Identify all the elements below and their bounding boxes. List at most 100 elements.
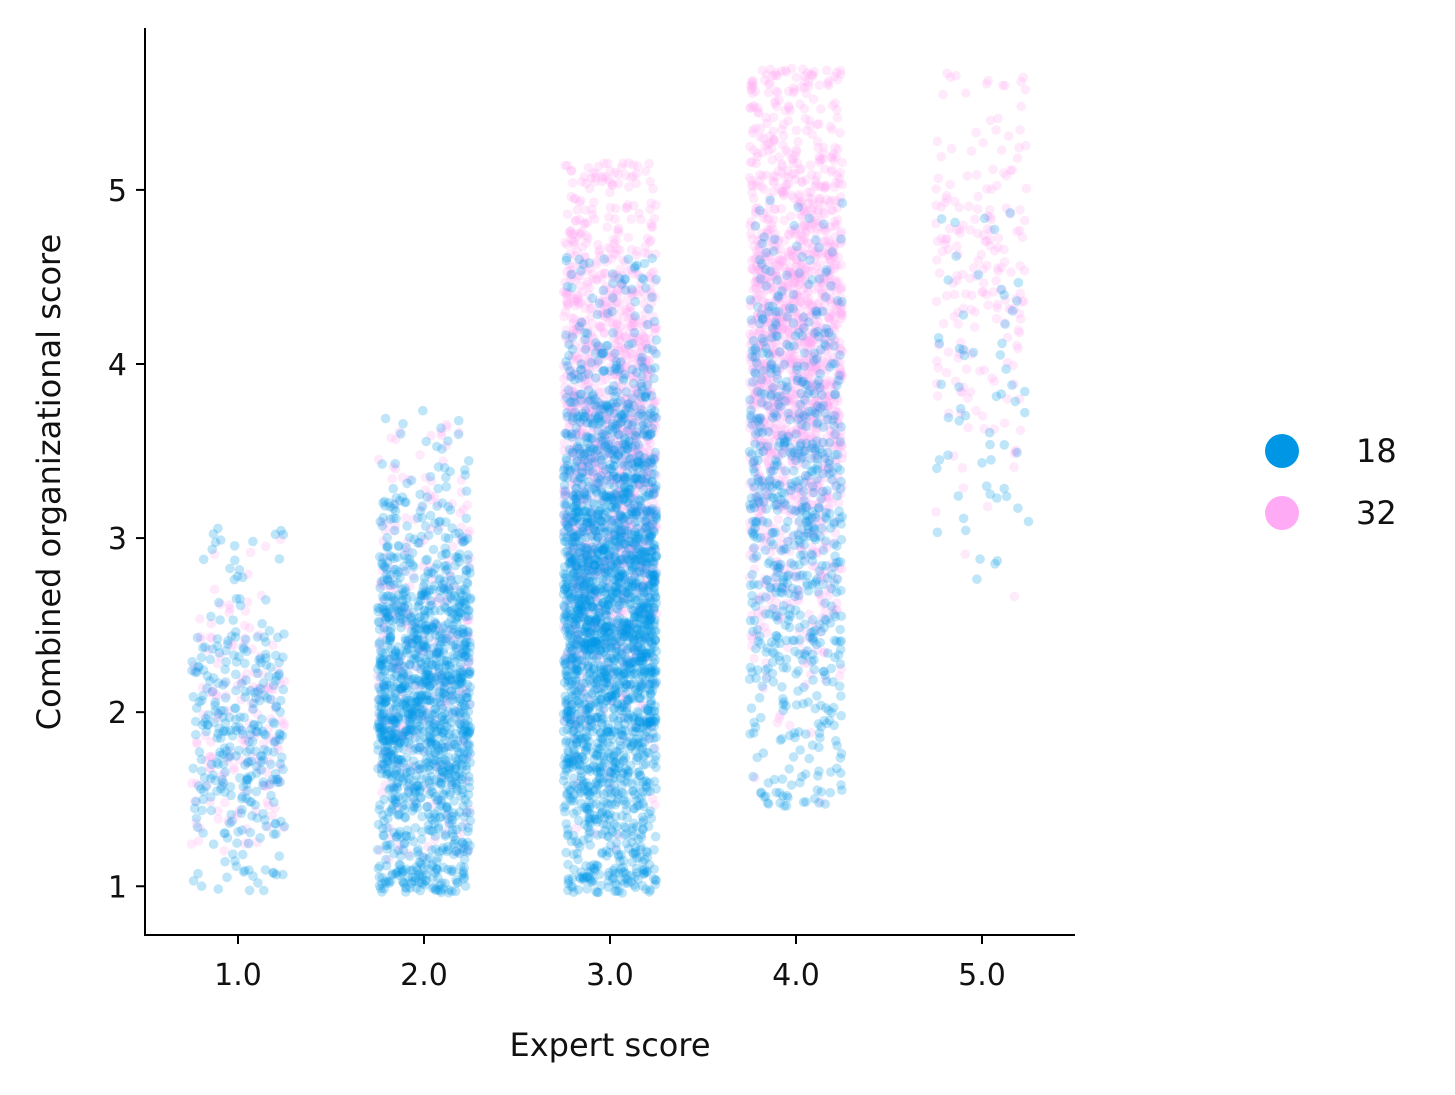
data-point — [450, 582, 460, 592]
data-point — [278, 822, 289, 833]
data-point — [436, 673, 447, 684]
data-point — [427, 574, 437, 584]
data-point — [415, 489, 425, 500]
data-point — [1015, 425, 1026, 436]
data-point — [461, 513, 472, 524]
data-point — [274, 777, 285, 787]
data-point — [269, 718, 280, 729]
data-point — [211, 757, 222, 768]
data-point — [964, 201, 974, 212]
data-point — [247, 644, 257, 655]
data-point — [378, 580, 389, 591]
data-point — [444, 555, 455, 566]
data-point — [220, 693, 231, 703]
data-point — [791, 72, 801, 83]
data-point — [932, 255, 942, 265]
data-point — [387, 474, 398, 484]
data-point — [608, 248, 619, 259]
data-point — [759, 184, 769, 194]
data-point — [389, 598, 400, 608]
data-point — [574, 445, 585, 456]
data-point — [442, 810, 452, 820]
data-point — [420, 715, 431, 725]
data-point — [220, 856, 230, 867]
data-point — [400, 695, 411, 705]
data-point — [932, 391, 943, 401]
data-point — [195, 631, 205, 642]
data-point — [215, 599, 226, 610]
data-point — [462, 500, 473, 510]
data-point — [966, 146, 977, 156]
data-point — [439, 601, 450, 612]
data-point — [248, 720, 259, 730]
data-point — [259, 780, 270, 791]
series-32-points — [186, 63, 1032, 865]
data-point — [943, 347, 954, 357]
data-point — [404, 851, 415, 861]
data-point — [399, 601, 410, 612]
data-point — [455, 607, 466, 618]
data-point — [938, 318, 949, 329]
data-point — [448, 541, 458, 552]
data-point — [235, 773, 245, 783]
data-point — [394, 844, 405, 854]
data-point — [405, 581, 415, 591]
data-point — [437, 498, 448, 508]
data-point — [392, 662, 402, 673]
data-point — [436, 772, 447, 782]
data-point — [465, 655, 475, 665]
data-point — [444, 624, 455, 635]
data-point — [205, 737, 216, 747]
data-point — [390, 505, 401, 516]
data-point — [259, 744, 269, 755]
data-point — [208, 684, 219, 695]
data-point — [213, 814, 223, 824]
data-point — [414, 663, 424, 674]
data-point — [618, 657, 629, 667]
data-point — [771, 70, 781, 81]
data-point — [975, 366, 985, 376]
data-point — [378, 747, 389, 758]
data-point — [433, 592, 443, 603]
data-point — [396, 429, 406, 439]
data-point — [254, 682, 265, 693]
data-point — [390, 464, 401, 474]
data-point — [425, 736, 436, 747]
data-point — [632, 161, 643, 171]
data-point — [394, 685, 405, 696]
data-point — [263, 800, 274, 811]
data-point — [588, 168, 598, 178]
data-point — [230, 555, 240, 566]
data-point — [571, 532, 582, 543]
data-point — [569, 293, 579, 304]
data-point — [426, 476, 437, 486]
data-point — [225, 603, 235, 614]
data-point — [574, 214, 585, 225]
data-point — [376, 578, 387, 589]
data-point — [396, 731, 407, 741]
data-point — [824, 76, 834, 86]
data-point — [783, 250, 794, 261]
data-point — [268, 867, 279, 878]
data-point — [215, 615, 225, 625]
data-point — [274, 657, 285, 668]
data-point — [220, 767, 230, 777]
data-point — [242, 597, 253, 607]
data-point — [237, 849, 248, 860]
data-point — [750, 86, 761, 97]
data-point — [632, 430, 642, 440]
data-point — [214, 709, 224, 719]
data-point — [258, 739, 269, 749]
data-point — [228, 814, 239, 825]
data-point — [457, 838, 468, 848]
data-point — [952, 241, 962, 251]
data-point — [380, 525, 391, 535]
data-point — [241, 824, 252, 834]
data-point — [237, 734, 247, 744]
data-point — [399, 565, 409, 575]
data-point — [441, 419, 452, 430]
data-point — [389, 782, 400, 792]
data-point — [415, 538, 426, 548]
data-point — [393, 829, 404, 840]
data-point — [386, 433, 396, 443]
